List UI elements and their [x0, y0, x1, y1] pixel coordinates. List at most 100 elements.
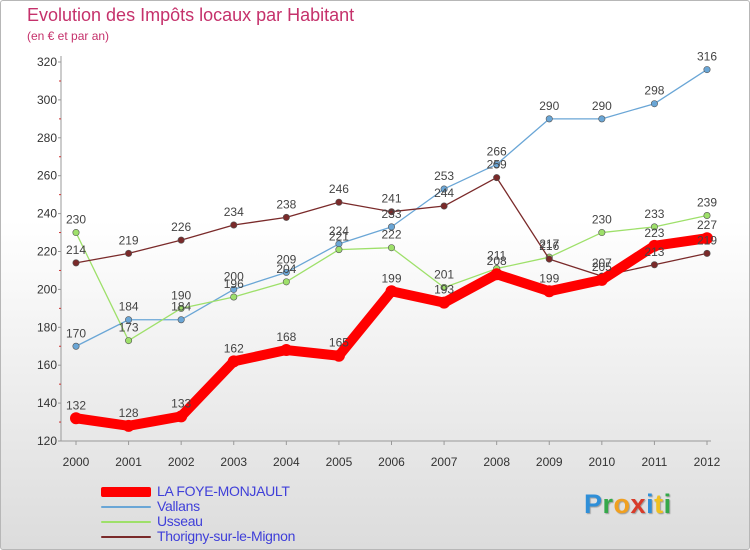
legend-label: Vallans — [157, 498, 200, 514]
data-label: 230 — [66, 213, 86, 227]
y-tick-label: 160 — [37, 358, 57, 372]
legend-swatch — [101, 487, 151, 497]
data-label: 133 — [171, 396, 191, 410]
data-label: 162 — [224, 341, 244, 355]
data-label: 199 — [381, 271, 401, 285]
x-tick-label: 2009 — [536, 455, 563, 469]
data-label: 233 — [644, 207, 664, 221]
data-point — [125, 249, 133, 257]
y-tick-label: 140 — [37, 396, 57, 410]
legend-swatch — [101, 536, 151, 538]
data-label: 200 — [224, 269, 244, 283]
x-tick-label: 2002 — [168, 455, 195, 469]
data-point — [703, 249, 711, 257]
data-point — [335, 198, 343, 206]
logo-letter: i — [646, 489, 655, 519]
logo-letter: x — [630, 489, 647, 519]
data-point — [72, 259, 80, 267]
data-point — [440, 284, 448, 292]
data-point — [650, 100, 658, 108]
data-label: 290 — [592, 99, 612, 113]
y-tick-label: 120 — [37, 434, 57, 448]
data-point — [282, 268, 290, 276]
legend-swatch — [101, 506, 151, 508]
data-point — [227, 355, 240, 368]
data-label: 253 — [434, 169, 454, 183]
data-label: 207 — [592, 256, 612, 270]
x-tick-label: 2012 — [694, 455, 721, 469]
chart-subtitle: (en € et par an) — [27, 29, 110, 43]
data-point — [177, 304, 185, 312]
data-label: 239 — [697, 195, 717, 209]
x-tick-label: 2004 — [273, 455, 300, 469]
data-point — [177, 236, 185, 244]
x-tick-label: 2000 — [63, 455, 90, 469]
y-tick-label: 200 — [37, 282, 57, 296]
legend-swatch — [101, 521, 151, 523]
logo-letter: P — [584, 489, 603, 519]
legend-item: LA FOYE-MONJAULT — [101, 483, 421, 500]
data-point — [440, 202, 448, 210]
data-point — [545, 115, 553, 123]
data-label: 184 — [119, 300, 139, 314]
data-point — [703, 66, 711, 74]
legend-label: Usseau — [157, 513, 203, 529]
x-tick-label: 2008 — [483, 455, 510, 469]
data-point — [543, 285, 556, 298]
data-label: 173 — [119, 321, 139, 335]
data-point — [122, 419, 135, 432]
data-point — [385, 285, 398, 298]
data-label: 211 — [487, 249, 506, 263]
data-point — [387, 208, 395, 216]
data-point — [230, 293, 238, 301]
data-point — [595, 273, 608, 286]
data-label: 223 — [644, 226, 664, 240]
data-point — [387, 244, 395, 252]
data-label: 196 — [224, 277, 244, 291]
data-point — [70, 412, 82, 425]
data-point — [280, 344, 293, 357]
data-label: 214 — [66, 243, 86, 257]
data-label: 201 — [434, 268, 454, 282]
logo-letter: r — [602, 489, 614, 519]
x-tick-label: 2001 — [115, 455, 142, 469]
chart-legend: LA FOYE-MONJAULT Vallans Usseau Thorigny-su… — [101, 483, 421, 545]
chart-title: Evolution des Impôts locaux par Habitant — [27, 5, 355, 25]
data-label: 216 — [539, 239, 559, 253]
data-point — [493, 160, 501, 168]
data-label: 259 — [487, 158, 507, 172]
data-point — [701, 232, 713, 245]
data-label: 132 — [66, 398, 86, 412]
data-label: 190 — [171, 288, 191, 302]
x-tick-label: 2011 — [642, 455, 668, 469]
data-point — [650, 223, 658, 231]
data-label: 241 — [381, 192, 401, 206]
data-label: 165 — [329, 336, 349, 350]
data-label: 199 — [539, 271, 559, 285]
legend-label: LA FOYE-MONJAULT — [157, 483, 290, 499]
data-point — [125, 337, 133, 345]
data-label: 298 — [644, 84, 664, 98]
data-label: 227 — [697, 218, 717, 232]
legend-item: Usseau — [101, 513, 421, 530]
data-point — [282, 213, 290, 221]
data-point — [282, 278, 290, 286]
data-point — [335, 246, 343, 254]
data-point — [125, 316, 133, 324]
data-label: 266 — [487, 144, 507, 158]
data-label: 234 — [224, 205, 244, 219]
y-tick-label: 300 — [37, 93, 57, 107]
data-point — [177, 316, 185, 324]
data-label: 193 — [434, 283, 454, 297]
y-tick-label: 220 — [37, 245, 57, 259]
data-label: 219 — [697, 233, 717, 247]
data-label: 230 — [592, 213, 612, 227]
data-point — [175, 410, 188, 423]
data-label: 224 — [329, 224, 349, 238]
data-label: 316 — [697, 50, 717, 64]
logo-letter: i — [663, 489, 672, 519]
data-label: 233 — [381, 207, 401, 221]
data-label: 204 — [276, 262, 296, 276]
data-label: 226 — [171, 220, 191, 234]
data-label: 246 — [329, 182, 349, 196]
